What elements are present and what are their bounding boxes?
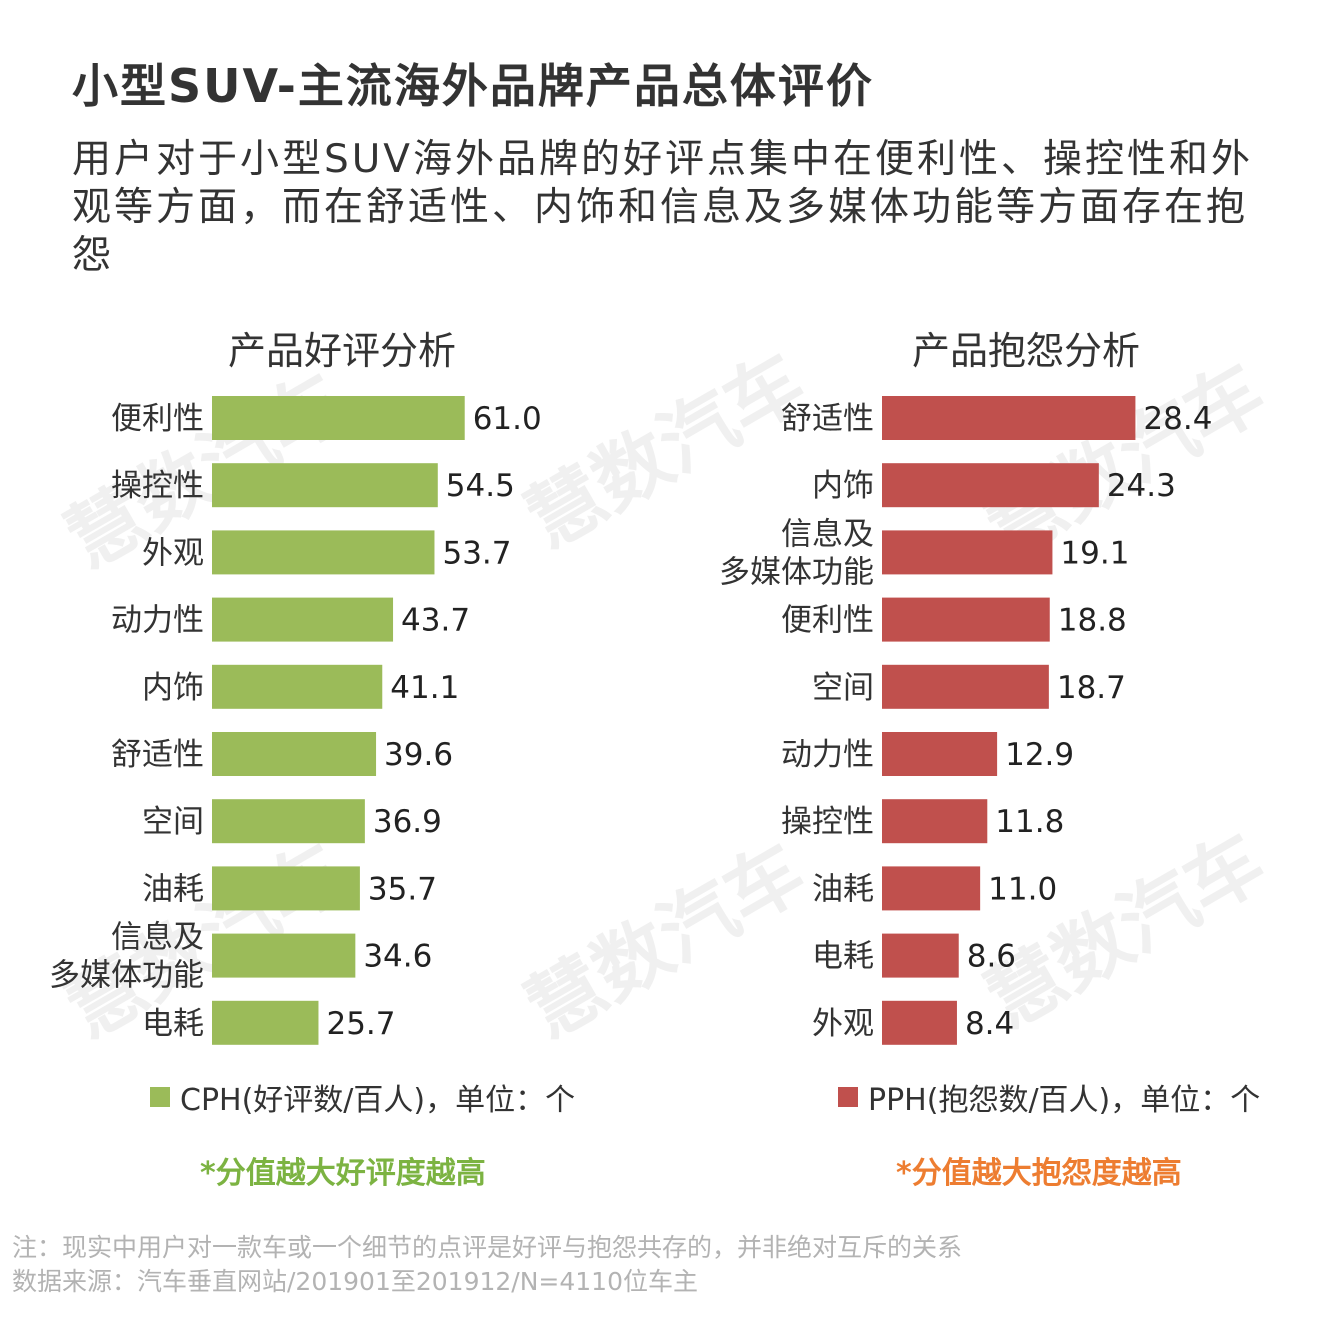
complaint-bar-chart: 28.4 舒适性 24.3 内饰 19.1 信息及多媒体功能 18.8 便利性 18.7 空间 12… xyxy=(719,396,1212,1045)
complaint-bar-value-label: 18.8 xyxy=(1058,603,1127,639)
praise-legend-label: CPH(好评数/百人)，单位：个 xyxy=(180,1083,576,1118)
complaint-legend: PPH(抱怨数/百人)，单位：个 xyxy=(838,1075,1260,1119)
praise-bar xyxy=(212,396,465,440)
page-title: 小型SUV-主流海外品牌产品总体评价 xyxy=(72,59,874,113)
complaint-bar xyxy=(882,597,1050,642)
praise-bar-chart: 61.0 便利性 54.5 操控性 53.7 外观 43.7 动力性 41.1 内饰 39.6 舒适性… xyxy=(49,396,542,1045)
praise-note: *分值越大好评度越高 xyxy=(200,1156,486,1191)
praise-bar-value-label: 61.0 xyxy=(473,401,542,437)
praise-bar-value-label: 39.6 xyxy=(384,737,453,773)
complaint-bar-value-label: 19.1 xyxy=(1060,535,1129,571)
complaint-bar-value-label: 8.6 xyxy=(967,939,1016,975)
complaint-bar xyxy=(882,866,981,911)
praise-bar xyxy=(212,732,377,776)
complaint-bar xyxy=(882,463,1099,508)
complaint-bar xyxy=(882,799,988,844)
complaint-category-label: 舒适性 xyxy=(781,401,874,437)
complaint-bar xyxy=(882,933,959,978)
praise-category-label: 油耗 xyxy=(142,871,204,907)
praise-bar-value-label: 43.7 xyxy=(401,603,470,639)
complaint-bar xyxy=(882,664,1049,709)
praise-bar-value-label: 41.1 xyxy=(390,670,459,706)
praise-category-label: 空间 xyxy=(142,804,204,840)
praise-bar-value-label: 54.5 xyxy=(446,468,515,504)
complaint-legend-swatch xyxy=(838,1087,858,1107)
complaint-bar-value-label: 18.7 xyxy=(1057,670,1126,706)
praise-bar-value-label: 36.9 xyxy=(373,804,442,840)
footnote-note: 注：现实中用户对一款车或一个细节的点评是好评与抱怨共存的，并非绝对互斥的关系 xyxy=(12,1233,963,1262)
praise-category-label: 便利性 xyxy=(111,401,204,437)
complaint-category-label: 电耗 xyxy=(812,939,874,975)
footnote-source: 数据来源：汽车垂直网站/201901至201912/N=4110位车主 xyxy=(12,1267,698,1296)
praise-chart-title: 产品好评分析 xyxy=(228,329,457,373)
page-subtitle: 用户对于小型SUV海外品牌的好评点集中在便利性、操控性和外观等方面，而在舒适性、… xyxy=(72,137,1253,278)
praise-bar-value-label: 25.7 xyxy=(326,1006,395,1042)
praise-category-label: 操控性 xyxy=(111,468,204,504)
praise-bar xyxy=(212,463,438,508)
praise-chart-panel: 产品好评分析 61.0 便利性 54.5 操控性 53.7 外观 43.7 动力性 41.1 内饰… xyxy=(0,310,640,1191)
complaint-legend-label: PPH(抱怨数/百人)，单位：个 xyxy=(868,1083,1261,1118)
complaint-bar-value-label: 11.0 xyxy=(988,871,1057,907)
praise-legend: CPH(好评数/百人)，单位：个 xyxy=(150,1075,575,1119)
complaint-bar xyxy=(882,732,998,776)
praise-category-label: 电耗 xyxy=(142,1006,204,1042)
complaint-chart-title: 产品抱怨分析 xyxy=(912,329,1141,373)
complaint-bar-value-label: 11.8 xyxy=(995,804,1064,840)
praise-category-label: 内饰 xyxy=(142,670,204,706)
praise-category-label: 动力性 xyxy=(111,603,204,639)
complaint-category-label: 动力性 xyxy=(781,737,874,773)
complaint-bar xyxy=(882,396,1136,440)
complaint-bar xyxy=(882,530,1053,575)
complaint-note: *分值越大抱怨度越高 xyxy=(896,1156,1182,1191)
complaint-bar-value-label: 8.4 xyxy=(965,1006,1014,1042)
complaint-chart-panel: 产品抱怨分析 28.4 舒适性 24.3 内饰 19.1 信息及多媒体功能 18.8 便利性 1… xyxy=(660,310,1300,1191)
praise-bar xyxy=(212,866,360,911)
praise-legend-swatch xyxy=(150,1087,170,1107)
praise-bar xyxy=(212,1000,319,1045)
complaint-category-label: 油耗 xyxy=(812,871,874,907)
complaint-category-label: 便利性 xyxy=(781,603,874,639)
praise-bar xyxy=(212,664,383,709)
complaint-bar xyxy=(882,1000,957,1045)
complaint-bar-value-label: 24.3 xyxy=(1107,468,1176,504)
complaint-category-label: 操控性 xyxy=(781,804,874,840)
complaint-bar-value-label: 12.9 xyxy=(1005,737,1074,773)
praise-bar xyxy=(212,799,365,844)
complaint-bar-value-label: 28.4 xyxy=(1143,401,1212,437)
praise-bar xyxy=(212,933,356,978)
praise-bar xyxy=(212,597,394,642)
complaint-category-label: 内饰 xyxy=(812,468,874,504)
praise-category-label: 外观 xyxy=(142,535,204,571)
complaint-category-label: 外观 xyxy=(812,1006,874,1042)
praise-category-label: 舒适性 xyxy=(111,737,204,773)
praise-bar-value-label: 34.6 xyxy=(363,939,432,975)
praise-bar-value-label: 53.7 xyxy=(442,535,511,571)
praise-category-label: 信息及多媒体功能 xyxy=(49,920,204,994)
complaint-category-label: 空间 xyxy=(812,670,874,706)
complaint-category-label: 信息及多媒体功能 xyxy=(719,516,874,590)
praise-bar xyxy=(212,530,435,575)
praise-bar-value-label: 35.7 xyxy=(368,871,437,907)
